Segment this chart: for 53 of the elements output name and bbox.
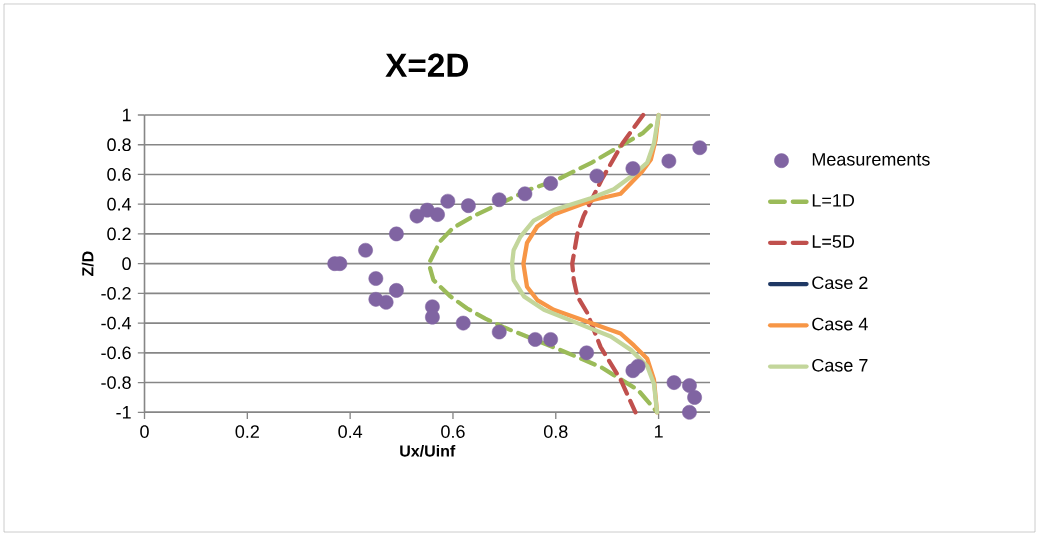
y-tick-label: -0.2: [101, 287, 131, 300]
y-tick-label: -0.6: [101, 346, 131, 360]
point: [682, 378, 697, 393]
point: [589, 168, 605, 184]
legend-label: L=1D: [812, 194, 855, 207]
y-tick-label: 0.2: [107, 227, 131, 241]
y-tick-label: 0: [122, 257, 131, 271]
point: [579, 345, 594, 361]
point: [687, 390, 702, 405]
point: [389, 226, 404, 242]
x-tick-label: 0.8: [543, 425, 568, 438]
point: [527, 332, 543, 347]
point: [661, 153, 677, 169]
point: [682, 404, 697, 420]
legend-label: Case 2: [812, 276, 868, 290]
point: [491, 192, 507, 208]
point: [425, 309, 440, 325]
point: [368, 271, 384, 286]
point: [389, 283, 404, 298]
x-tick-label: 0.4: [338, 425, 363, 438]
point: [543, 176, 558, 191]
y-tick-label: -1: [116, 406, 131, 419]
point: [455, 315, 471, 331]
chart-title: X=2D: [385, 53, 468, 77]
legend-label: Case 4: [812, 317, 868, 331]
point: [692, 140, 708, 156]
x-tick-label: 1: [654, 425, 663, 438]
x-tick-label: 0.2: [235, 425, 259, 438]
legend-label: L=5D: [812, 235, 855, 248]
point: [378, 294, 394, 310]
y-axis-title: Z/D: [81, 251, 94, 277]
point: [461, 198, 476, 214]
point: [625, 161, 641, 176]
point: [666, 375, 682, 390]
point: [358, 242, 373, 258]
y-tick-label: 0.6: [107, 168, 131, 181]
point: [440, 193, 456, 209]
point: [630, 358, 646, 374]
point: [517, 186, 533, 202]
legend-label: Measurements: [812, 153, 930, 166]
x-axis-title: Ux/Uinf: [400, 444, 456, 457]
y-tick-label: 1: [122, 108, 131, 122]
point: [543, 332, 558, 347]
point: [409, 208, 425, 224]
y-tick-label: 0.8: [107, 138, 131, 152]
line-series: [570, 112, 646, 415]
x-tick-label: 0: [140, 425, 149, 438]
x-tick-label: 0.6: [441, 425, 465, 438]
point: [491, 324, 507, 340]
y-tick-label: 0.4: [107, 197, 132, 211]
y-tick-label: -0.8: [101, 376, 131, 389]
legend-label: Case 7: [812, 358, 868, 372]
y-tick-label: -0.4: [101, 316, 132, 330]
